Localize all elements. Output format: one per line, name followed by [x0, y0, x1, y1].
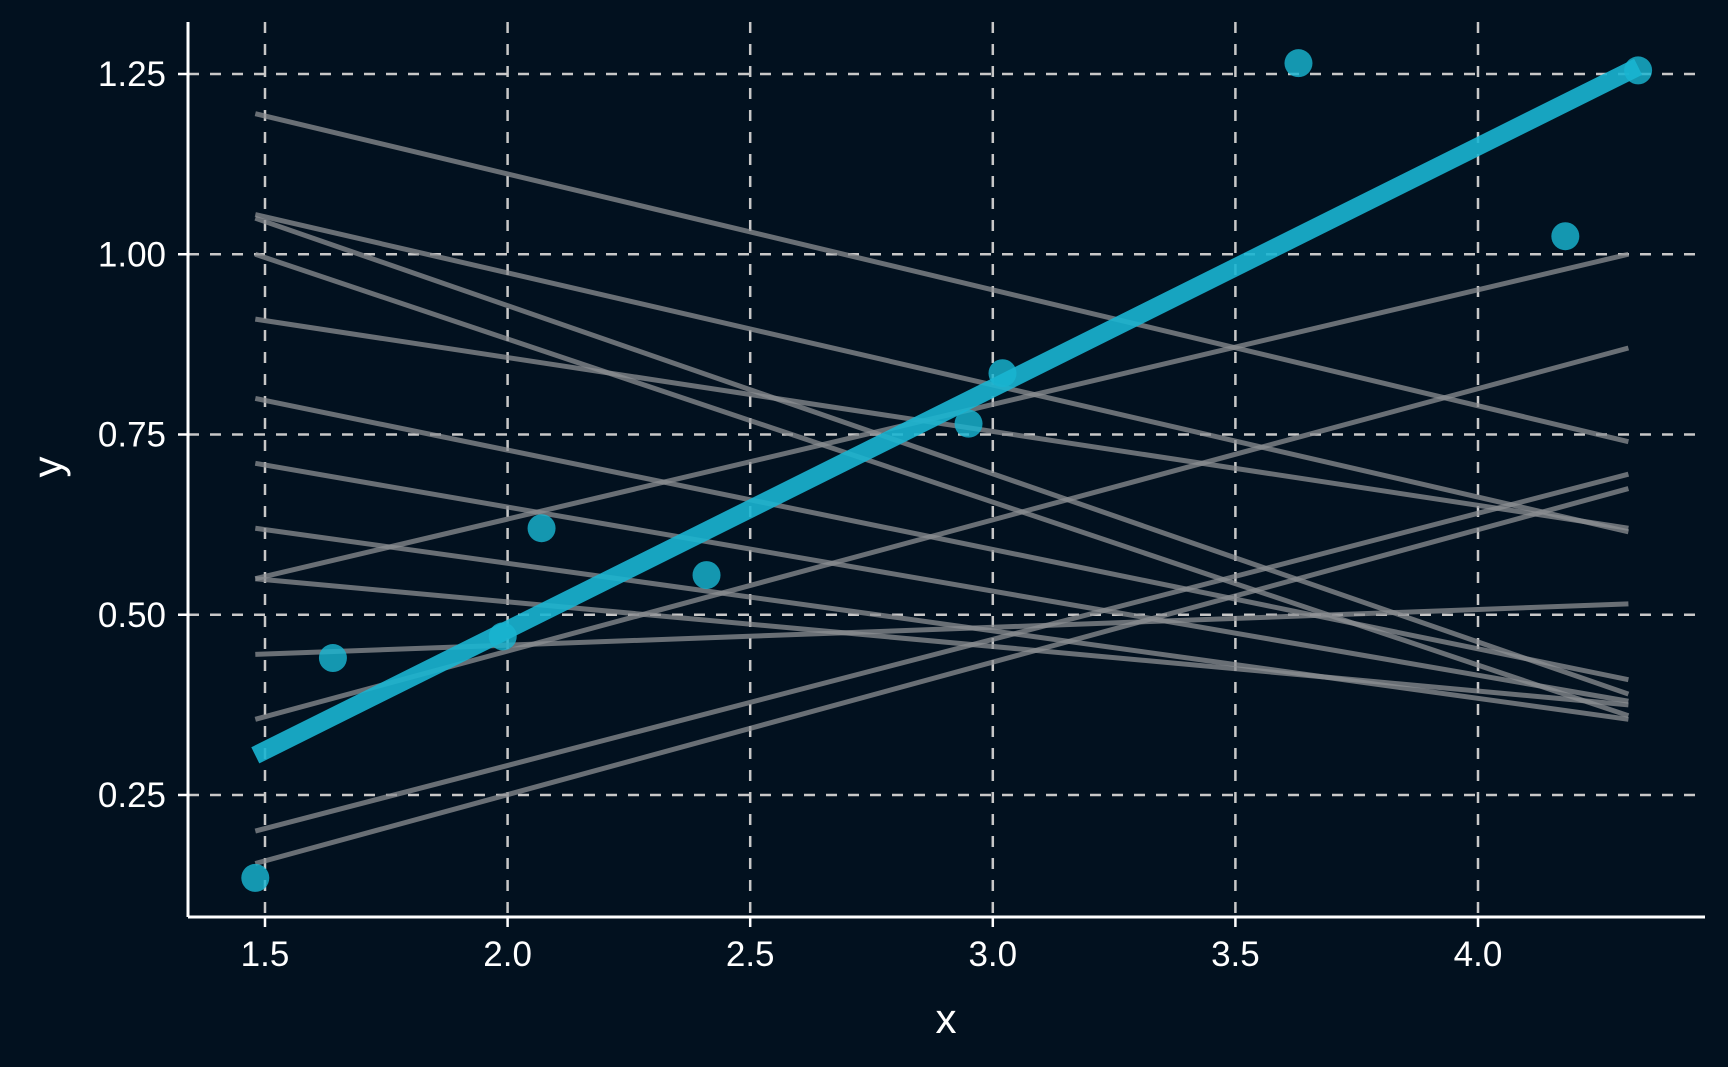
random-line — [254, 212, 1629, 535]
data-point — [318, 644, 347, 673]
random-line — [254, 471, 1630, 834]
random-line — [254, 111, 1629, 445]
x-tick-label: 3.0 — [968, 935, 1017, 974]
random-line — [254, 460, 1629, 704]
data-point — [1551, 222, 1580, 251]
x-tick-label: 3.5 — [1211, 935, 1260, 974]
tick-labels: 1.5 2.0 2.5 3.0 3.5 4.0 0.25 0.50 0.75 1.00 1.25 — [98, 55, 1502, 974]
data-point — [1284, 49, 1313, 78]
random-line — [254, 345, 1630, 722]
data-points — [241, 49, 1653, 892]
random-lines — [254, 111, 1630, 866]
y-tick-label: 0.25 — [98, 776, 166, 815]
random-line — [255, 576, 1629, 708]
x-axis-title: x — [936, 995, 957, 1042]
data-point — [988, 359, 1017, 388]
random-line — [254, 396, 1629, 683]
y-tick-label: 1.00 — [98, 235, 166, 274]
data-point — [1624, 56, 1653, 85]
x-tick-label: 2.5 — [726, 935, 775, 974]
y-axis-title: y — [24, 457, 71, 478]
random-line — [254, 525, 1629, 722]
data-point — [692, 561, 721, 590]
y-tick-label: 0.75 — [98, 416, 166, 455]
y-tick-label: 1.25 — [98, 55, 166, 94]
fit-line — [251, 58, 1643, 764]
random-line — [254, 316, 1629, 531]
random-line — [254, 251, 1630, 719]
data-point — [527, 514, 556, 543]
fit-line-layer — [251, 58, 1643, 764]
x-tick-label: 4.0 — [1454, 935, 1503, 974]
x-tick-label: 2.0 — [483, 935, 532, 974]
data-point — [488, 622, 517, 651]
data-point — [241, 863, 270, 892]
data-point — [954, 409, 983, 438]
x-tick-label: 1.5 — [241, 935, 290, 974]
axes — [186, 22, 1705, 919]
random-line — [254, 486, 1630, 866]
y-tick-label: 0.50 — [98, 596, 166, 635]
